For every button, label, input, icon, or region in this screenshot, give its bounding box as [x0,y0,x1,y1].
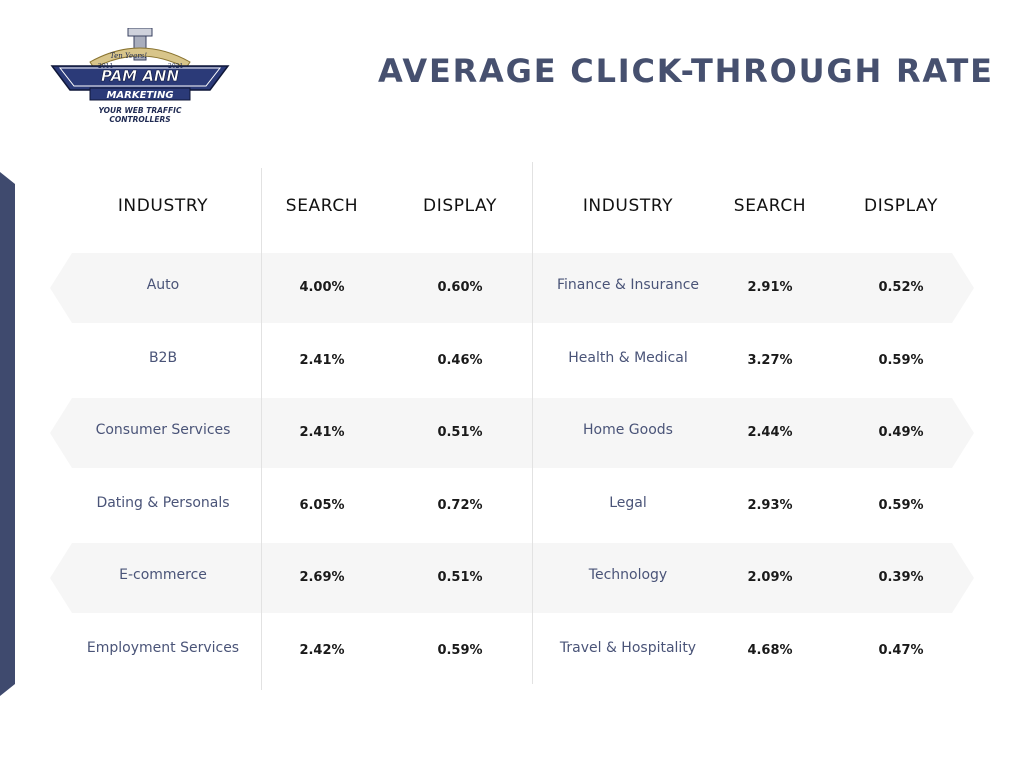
search-ctr-cell: 2.42% [299,642,345,658]
industry-cell: Legal [609,494,647,511]
search-ctr-cell: 2.93% [747,497,793,513]
search-ctr-cell: 2.41% [299,425,345,440]
display-ctr-cell: 0.47% [878,642,924,658]
industry-cell: Technology [588,567,668,583]
page-title: AVERAGE CLICK-THROUGH RATE [378,52,994,90]
search-ctr-cell: 6.05% [299,497,345,513]
display-ctr-cell: 0.59% [437,642,483,658]
search-ctr-cell: 2.09% [747,570,793,585]
industry-cell: E-commerce [119,567,207,583]
row-stripe [50,543,974,613]
header-right-search: SEARCH [733,196,807,216]
display-ctr-cell: 0.59% [878,352,924,368]
search-ctr-cell: 3.27% [747,352,793,368]
logo-year-right: 2021 [168,63,183,70]
logo-tagline-2: CONTROLLERS [109,115,171,124]
display-ctr-cell: 0.51% [437,425,483,440]
header-left-search: SEARCH [285,196,359,216]
industry-cell: Dating & Personals [96,494,230,511]
search-ctr-cell: 4.00% [299,280,345,295]
search-ctr-cell: 4.68% [747,642,793,658]
display-ctr-cell: 0.46% [437,352,483,368]
display-ctr-cell: 0.52% [878,280,924,295]
search-ctr-cell: 2.41% [299,352,345,368]
column-divider [532,162,533,684]
logo-graphic: Ten Years! 2011 2021 PAM ANN MARKETING [50,28,230,101]
industry-cell: Travel & Hospitality [559,639,697,656]
industry-cell: Finance & Insurance [556,277,700,293]
display-ctr-cell: 0.49% [878,425,924,440]
display-ctr-cell: 0.60% [437,280,483,295]
industry-cell: Home Goods [583,422,673,438]
header-right-display: DISPLAY [864,196,938,216]
logo-tagline: YOUR WEB TRAFFIC CONTROLLERS [50,106,230,124]
display-ctr-cell: 0.51% [437,570,483,585]
logo-line1: PAM ANN [101,67,180,85]
search-ctr-cell: 2.91% [747,280,793,295]
logo-tagline-1: YOUR WEB TRAFFIC [98,106,182,115]
logo-year-left: 2011 [98,63,113,70]
industry-cell: Consumer Services [95,422,231,438]
industry-cell: Auto [146,277,180,293]
industry-cell: Employment Services [86,639,240,656]
row-stripe [50,253,974,323]
industry-cell: Health & Medical [568,349,688,366]
display-ctr-cell: 0.59% [878,497,924,513]
logo-line2: MARKETING [106,90,173,101]
search-ctr-cell: 2.69% [299,570,345,585]
display-ctr-cell: 0.72% [437,497,483,513]
row-stripe [50,398,974,468]
display-ctr-cell: 0.39% [878,570,924,585]
industry-cell: B2B [148,349,178,366]
column-divider [261,168,262,690]
company-logo: Ten Years! 2011 2021 PAM ANN MARKETING Y… [50,28,230,128]
header-left-industry: INDUSTRY [117,196,209,216]
header-left-display: DISPLAY [423,196,497,216]
left-accent-bar [0,172,15,696]
logo-banner: Ten Years! [110,52,147,60]
search-ctr-cell: 2.44% [747,425,793,440]
header-right-industry: INDUSTRY [582,196,674,216]
